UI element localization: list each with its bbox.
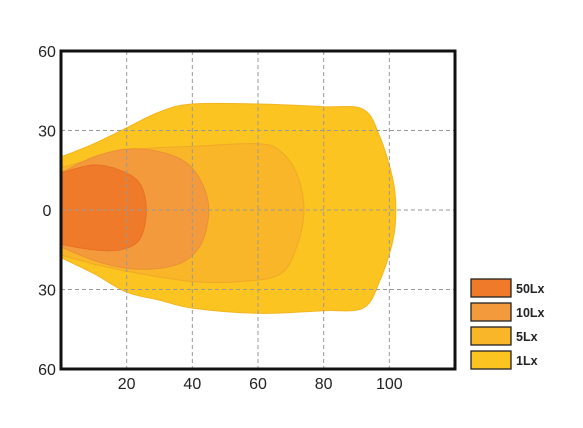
x-tick-label: 40 <box>183 376 201 393</box>
x-tick-label: 60 <box>249 376 267 393</box>
legend-label-50lx: 50Lx <box>516 282 545 296</box>
legend-label-10lx: 10Lx <box>516 306 545 320</box>
legend: 50Lx 10Lx 5Lx 1Lx <box>470 278 545 370</box>
x-axis-ticks: 20 40 60 80 100 <box>118 376 403 393</box>
y-tick-label: 0 <box>43 203 52 220</box>
legend-swatch-10lx <box>470 302 512 322</box>
legend-label-1lx: 1Lx <box>516 354 538 368</box>
y-tick-label: 60 <box>38 362 56 379</box>
y-axis-ticks: 60 30 0 30 60 <box>38 44 56 379</box>
plot-frame <box>59 49 457 371</box>
x-tick-label: 100 <box>376 376 403 393</box>
y-tick-label: 30 <box>38 124 56 141</box>
y-tick-label: 60 <box>38 44 56 61</box>
y-tick-label: 30 <box>38 283 56 300</box>
legend-swatch-5lx <box>470 326 512 346</box>
x-tick-label: 20 <box>118 376 136 393</box>
legend-label-5lx: 5Lx <box>516 330 538 344</box>
grid-lines <box>61 51 455 369</box>
legend-swatch-50lx <box>470 278 512 298</box>
beam-area-50lx <box>60 164 147 252</box>
x-tick-label: 80 <box>315 376 333 393</box>
beam-areas <box>60 102 397 314</box>
legend-swatch-1lx <box>470 350 512 370</box>
